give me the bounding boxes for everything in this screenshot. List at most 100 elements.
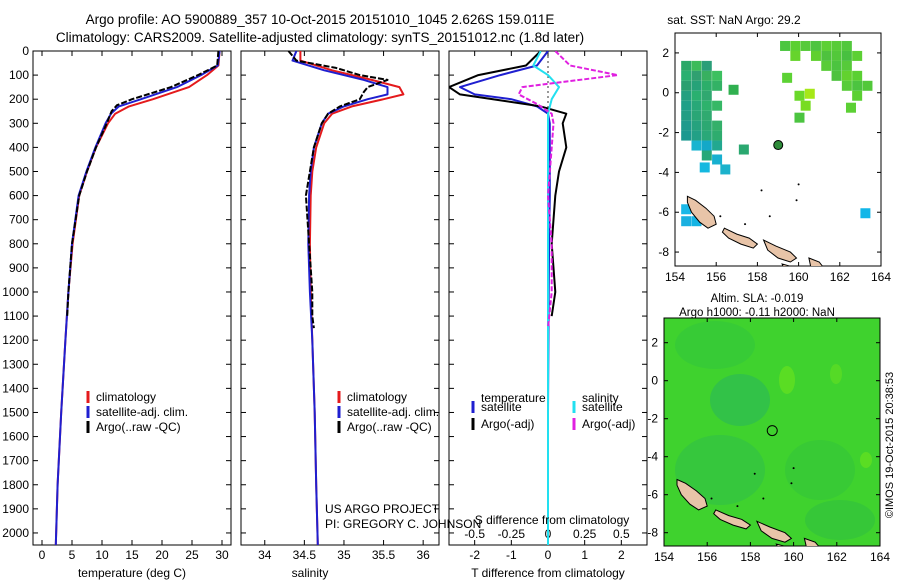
land-islet — [762, 497, 765, 500]
salinity-panel: 34 34.5 35 35.5 36 salinity climatologysatel… — [240, 50, 481, 580]
sst-pixel — [691, 100, 702, 111]
profile-line — [459, 51, 551, 545]
sst-pixel — [701, 90, 712, 101]
legend-label: Argo(..raw -QC) — [96, 420, 181, 434]
profile-line — [54, 51, 221, 545]
difference-profiles — [449, 51, 619, 545]
sst-pixel — [699, 162, 710, 173]
sst-pixel — [681, 216, 692, 227]
sst-pixel — [712, 154, 723, 165]
sst-pixel — [681, 60, 692, 71]
sst-pixel — [681, 110, 692, 121]
map-tick-label: 0 — [662, 86, 669, 100]
depth-tick-label: 1500 — [2, 405, 29, 419]
temperature-panel: 0100200300400500600700800900100011001200… — [2, 44, 232, 580]
sst-pixel — [691, 60, 702, 71]
sst-pixel — [701, 60, 712, 71]
sst-pixel — [691, 130, 702, 141]
depth-tick-label: 900 — [9, 261, 29, 275]
sst-pixel — [862, 80, 873, 91]
s-difference-axis-ticks: -0.5 -0.25 0 0.25 0.5 — [464, 527, 630, 541]
depth-axis-ticks — [449, 50, 647, 534]
sst-pixel — [800, 40, 811, 51]
legend-label: Argo(-adj) — [582, 417, 635, 431]
land-islet — [760, 189, 763, 192]
sst-pixel — [852, 50, 863, 61]
map-tick-label: 2 — [662, 46, 669, 60]
legend-label: climatology — [347, 390, 407, 404]
sst-pixel — [852, 80, 863, 91]
sst-pixel — [701, 100, 712, 111]
legend-label: satellite — [582, 400, 623, 414]
depth-tick-label: 500 — [9, 164, 29, 178]
legend-label: satellite-adj. clim. — [347, 405, 439, 419]
salinity-profiles — [287, 51, 405, 545]
sst-map-title: sat. SST: NaN Argo: 29.2 — [667, 13, 801, 27]
depth-tick-label: 0 — [22, 44, 29, 58]
x-tick-label: 0 — [39, 548, 46, 562]
land-island — [803, 537, 820, 546]
x-tick-label: 34.5 — [293, 548, 317, 562]
sst-pixel — [681, 70, 692, 81]
sla-map: Altim. SLA: -0.019 Argo h1000: -0.11 h20… — [647, 293, 890, 564]
depth-tick-label: 1700 — [2, 454, 29, 468]
sst-pixel — [810, 50, 821, 61]
sst-pixel — [800, 100, 811, 111]
sst-pixel — [780, 40, 791, 51]
land-island — [755, 520, 793, 543]
depth-tick-label: 700 — [9, 213, 29, 227]
land-island — [713, 509, 752, 530]
land-islet — [736, 505, 739, 508]
depth-tick-label: 1900 — [2, 502, 29, 516]
land-outline — [686, 183, 823, 266]
project-pi: PI: GREGORY C. JOHNSON — [325, 517, 481, 531]
depth-tick-label: 100 — [9, 68, 29, 82]
depth-tick-label: 1600 — [2, 430, 29, 444]
sst-pixel — [712, 140, 723, 151]
sst-pixel — [841, 70, 852, 81]
depth-tick-label: 1000 — [2, 285, 29, 299]
x-tick-label: -1 — [506, 548, 517, 562]
sst-pixel — [794, 112, 805, 123]
sst-pixel — [712, 80, 723, 91]
x-tick-label: 25 — [185, 548, 199, 562]
land-islet — [797, 183, 800, 186]
profile-line — [54, 51, 221, 545]
sst-pixel — [701, 110, 712, 121]
sst-map-ticks: 154 156 158 160 162 164 -8 -6 -4 -2 0 2 — [658, 33, 891, 284]
t-difference-axis-label: T difference from climatology — [471, 566, 625, 580]
sst-pixel — [821, 60, 832, 71]
project-name: US ARGO PROJECT — [325, 502, 440, 516]
sst-pixel — [681, 90, 692, 101]
sst-pixel — [681, 130, 692, 141]
land-island — [676, 478, 708, 511]
x-tick-label: 10 — [95, 548, 109, 562]
legend-title: temperature — [481, 391, 546, 405]
difference-legend: temperature salinitysatelliteArgo(-adj)sa… — [471, 391, 635, 431]
depth-axis-ticks — [241, 50, 439, 534]
x-tick-label: 35 — [337, 548, 351, 562]
header-line-1: Argo profile: AO 5900889_357 10-Oct-2015… — [86, 12, 555, 27]
map-tick-label: -4 — [658, 165, 669, 179]
x-tick-label: 35.5 — [372, 548, 396, 562]
depth-axis-ticks: 0 100 200 300 400 500 600 700 800 900 1000 1100 1200… — [2, 44, 231, 540]
profile-line — [532, 51, 560, 545]
sst-pixel — [701, 70, 712, 81]
profile-line — [287, 51, 389, 329]
sst-pixel — [691, 80, 702, 91]
sst-pixel — [712, 70, 723, 81]
land-islet — [768, 215, 771, 218]
sst-pixel — [841, 80, 852, 91]
difference-panel: -2 -1 0 1 2 -0.5 -0.25 0 0.25 0.5 T difference f… — [448, 50, 648, 580]
argo-position-marker — [773, 140, 784, 151]
t-difference-axis-ticks: -2 -1 0 1 2 — [469, 51, 625, 562]
x-tick-label: 5 — [69, 548, 76, 562]
sst-pixel — [845, 102, 856, 113]
map-tick-label: 154 — [654, 550, 674, 564]
top-tick-label: -0.5 — [464, 527, 485, 541]
salinity-axis-label: salinity — [292, 566, 329, 580]
argo-position-marker — [766, 425, 778, 437]
